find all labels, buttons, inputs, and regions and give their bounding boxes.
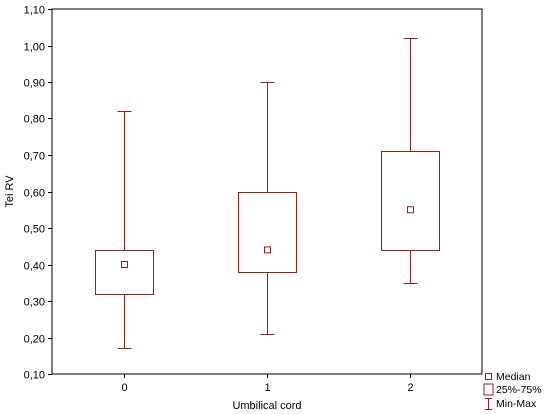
- x-tick-label: 1: [264, 382, 270, 394]
- x-axis: 0 1 2: [121, 374, 414, 394]
- y-tick-label: 0,10: [24, 370, 45, 382]
- x-tick-label: 2: [407, 382, 413, 394]
- y-tick-label: 0,20: [24, 334, 45, 346]
- legend-median-label: Median: [496, 371, 531, 383]
- y-tick-label: 0,50: [24, 224, 45, 236]
- iqr-box: [238, 192, 297, 273]
- y-tick-label: 0,70: [24, 151, 45, 163]
- y-tick-label: 0,40: [24, 261, 45, 273]
- x-tick-label: 0: [121, 382, 127, 394]
- legend-box-marker: [483, 383, 494, 396]
- legend-whisker-label: Min-Max: [496, 398, 537, 410]
- y-tick-label: 0,80: [24, 114, 45, 126]
- y-tick-label: 0,30: [24, 297, 45, 309]
- y-axis: 0,10 0,20 0,30 0,40 0,50 0,60 0,70 0,80 0,90 1,00…: [24, 5, 52, 382]
- x-axis-title: Umbilical cord: [232, 400, 301, 412]
- median-marker: [407, 206, 414, 214]
- y-tick-label: 1,00: [24, 42, 45, 54]
- iqr-box: [95, 250, 154, 295]
- y-tick-label: 0,90: [24, 78, 45, 90]
- y-tick-label: 0,60: [24, 188, 45, 200]
- y-tick-label: 1,10: [24, 5, 45, 17]
- iqr-box: [381, 151, 440, 251]
- y-axis-title: Tei RV: [4, 175, 16, 208]
- median-marker: [264, 246, 271, 254]
- legend-median-marker: [485, 373, 492, 380]
- median-marker: [121, 261, 128, 268]
- legend-box-label: 25%-75%: [496, 384, 542, 396]
- box-series: [95, 38, 440, 349]
- legend: Median 25%-75% Min-Max: [483, 371, 542, 410]
- legend-whisker-marker: [485, 398, 492, 410]
